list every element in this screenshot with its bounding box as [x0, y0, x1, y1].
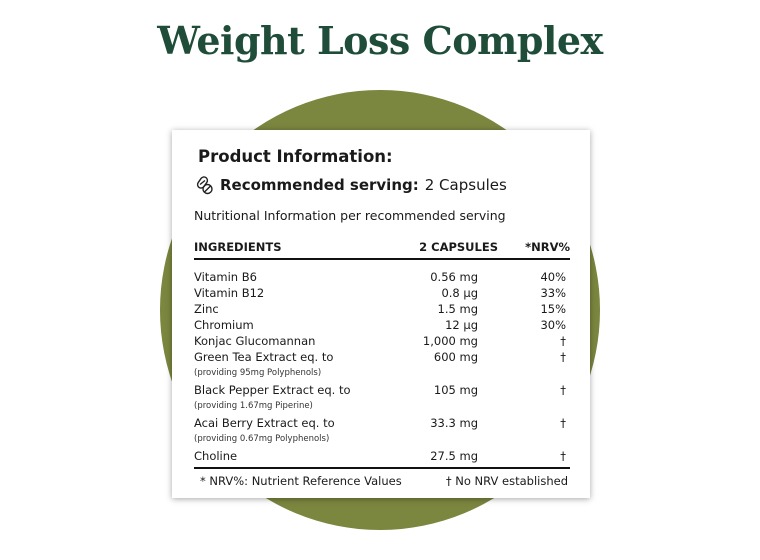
table-row: Green Tea Extract eq. to 600 mg †: [194, 349, 570, 365]
nrv: †: [560, 334, 566, 348]
nrv: 33%: [540, 286, 566, 300]
ingredient-note: (providing 0.67mg Polyphenols): [194, 434, 330, 444]
subtitle: Nutritional Information per recommended …: [194, 208, 506, 223]
ingredient: Konjac Glucomannan: [194, 334, 316, 348]
table-row: Vitamin B6 0.56 mg 40%: [194, 269, 570, 285]
table-row: Acai Berry Extract eq. to 33.3 mg †: [194, 415, 570, 431]
footnote: * NRV%: Nutrient Reference Values: [200, 474, 402, 488]
table-row: Zinc 1.5 mg 15%: [194, 301, 570, 317]
ingredient: Black Pepper Extract eq. to: [194, 383, 351, 397]
table-row: Vitamin B12 0.8 µg 33%: [194, 285, 570, 301]
info-card: Product Information: Recommended serving…: [172, 130, 590, 498]
amount: 1,000 mg: [422, 334, 478, 348]
ingredient: Green Tea Extract eq. to: [194, 350, 334, 364]
table-row: Chromium 12 µg 30%: [194, 317, 570, 333]
amount: 0.56 mg: [430, 270, 478, 284]
serving: Recommended serving: 2 Capsules: [194, 175, 507, 195]
nrv: †: [560, 416, 566, 430]
nrv: 40%: [540, 270, 566, 284]
amount: 33.3 mg: [430, 416, 478, 430]
amount: 1.5 mg: [437, 302, 478, 316]
ingredient: Acai Berry Extract eq. to: [194, 416, 335, 430]
nrv: 15%: [540, 302, 566, 316]
ingredient: Choline: [194, 449, 238, 463]
table-row: Black Pepper Extract eq. to 105 mg †: [194, 382, 570, 398]
serving-value: 2 Capsules: [424, 176, 507, 194]
ingredient: Zinc: [194, 302, 219, 316]
table-row: Konjac Glucomannan 1,000 mg †: [194, 333, 570, 349]
header-cell: INGREDIENTS: [194, 240, 282, 254]
amount: 0.8 µg: [441, 286, 478, 300]
ingredient: Vitamin B12: [194, 286, 265, 300]
ingredient-note: (providing 1.67mg Piperine): [194, 401, 313, 411]
footnote: † No NRV established: [445, 474, 568, 488]
nrv: †: [560, 383, 566, 397]
table-row: Choline 27.5 mg †: [194, 448, 570, 464]
capsule-icon: [196, 176, 213, 195]
amount: 27.5 mg: [430, 449, 478, 463]
header-cell: 2 CAPSULES: [419, 240, 498, 254]
amount: 105 mg: [433, 383, 478, 397]
footnotes: * NRV%: Nutrient Reference Values † No NR…: [200, 474, 568, 488]
header-cell: *NRV%: [525, 240, 570, 254]
ingredient-note: (providing 95mg Polyphenols): [194, 368, 322, 378]
ingredient: Vitamin B6: [194, 270, 257, 284]
nutrition-table: INGREDIENTS 2 CAPSULES *NRV% Vitamin B6 0.5…: [194, 240, 570, 469]
amount: 12 µg: [445, 318, 478, 332]
nrv: †: [560, 350, 566, 364]
ingredient: Chromium: [194, 318, 254, 332]
nrv: †: [560, 449, 566, 463]
table-body: Vitamin B6 0.56 mg 40% Vitamin B12 0.8 µg 33%…: [194, 260, 570, 469]
serving-label: Recommended serving:: [220, 176, 419, 194]
card-heading: Product Information:: [198, 147, 393, 166]
table-header: INGREDIENTS 2 CAPSULES *NRV%: [194, 240, 570, 260]
title: Weight Loss Complex: [157, 18, 603, 63]
amount: 600 mg: [433, 350, 478, 364]
nrv: 30%: [540, 318, 566, 332]
